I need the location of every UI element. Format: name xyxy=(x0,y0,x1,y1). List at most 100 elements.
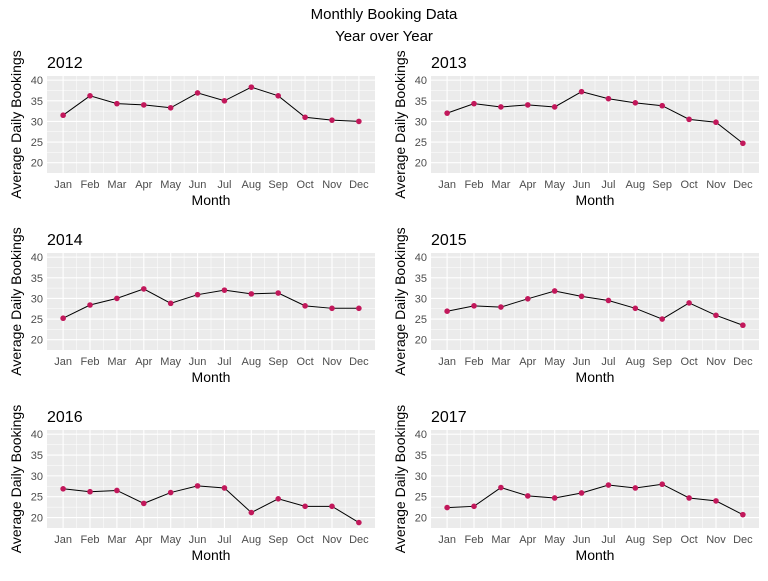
data-point xyxy=(578,88,585,95)
data-point xyxy=(740,511,746,518)
data-point xyxy=(578,293,585,300)
x-tick-label: Sep xyxy=(268,179,288,191)
data-point xyxy=(444,308,450,315)
panel-title: 2016 xyxy=(47,409,83,426)
x-tick-label: Jul xyxy=(601,356,615,368)
x-tick-label: Jul xyxy=(601,179,615,191)
data-point xyxy=(87,93,93,99)
data-point xyxy=(302,503,308,510)
x-tick-label: Dec xyxy=(349,534,369,546)
panel-title: 2015 xyxy=(431,232,467,249)
x-tick-label: Mar xyxy=(491,356,510,368)
x-tick-label: Jul xyxy=(217,534,231,546)
x-tick-label: Sep xyxy=(268,356,288,368)
x-tick-label: Dec xyxy=(733,356,753,368)
data-point xyxy=(194,483,201,489)
data-point xyxy=(524,296,531,302)
y-tick-label: 40 xyxy=(415,252,427,264)
y-tick-label: 25 xyxy=(415,314,427,326)
x-tick-label: Jun xyxy=(573,534,591,546)
y-tick-label: 20 xyxy=(415,513,427,525)
x-tick-label: Sep xyxy=(652,179,672,191)
x-tick-label: Jan xyxy=(54,179,72,191)
panel-2016: 20 25 30 35 40 Jan Feb Mar Apr May Jun Jul Aug Sep Oct… xyxy=(8,405,375,563)
data-point xyxy=(356,118,362,125)
x-tick-label: Jan xyxy=(54,534,72,546)
x-tick-label: Apr xyxy=(519,356,536,368)
series-line xyxy=(447,483,744,516)
x-tick-label: Sep xyxy=(652,356,672,368)
data-point xyxy=(140,500,147,507)
y-axis-title: Average Daily Bookings xyxy=(8,227,24,375)
x-tick-label: Dec xyxy=(733,534,753,546)
data-point xyxy=(605,482,612,488)
y-tick-label: 25 xyxy=(31,314,43,326)
data-point xyxy=(498,484,504,491)
x-tick-label: Apr xyxy=(135,534,152,546)
data-point xyxy=(114,487,120,494)
data-point xyxy=(248,291,255,297)
data-point xyxy=(632,305,639,312)
y-tick-label: 30 xyxy=(415,471,427,483)
x-tick-label: Jan xyxy=(438,179,456,191)
x-tick-label: Nov xyxy=(706,179,726,191)
data-point xyxy=(221,287,228,293)
panel-title: 2017 xyxy=(431,409,467,426)
y-tick-label: 20 xyxy=(31,513,43,525)
data-point xyxy=(248,509,255,516)
y-axis-title: Average Daily Bookings xyxy=(392,227,408,375)
data-point xyxy=(578,490,585,496)
data-point xyxy=(194,90,201,96)
data-point xyxy=(275,496,282,502)
y-tick-label: 40 xyxy=(31,75,43,87)
data-point xyxy=(632,485,639,491)
x-tick-label: Mar xyxy=(107,534,126,546)
y-tick-label: 30 xyxy=(31,293,43,305)
x-tick-label: Jan xyxy=(438,534,456,546)
x-tick-label: Jun xyxy=(189,179,207,191)
x-tick-label: Nov xyxy=(706,356,726,368)
x-tick-label: May xyxy=(160,356,181,368)
x-tick-label: Oct xyxy=(681,534,698,546)
x-tick-label: Aug xyxy=(242,534,262,546)
x-tick-label: Aug xyxy=(626,356,646,368)
data-point xyxy=(551,288,558,294)
data-point xyxy=(140,102,147,108)
data-point xyxy=(329,305,335,312)
x-tick-label: May xyxy=(160,179,181,191)
series-line xyxy=(63,485,360,524)
x-tick-label: Dec xyxy=(349,356,369,368)
x-tick-label: Aug xyxy=(626,179,646,191)
panel-2014: 20 25 30 35 40 Jan Feb Mar Apr May Jun Jul Aug Sep Oct… xyxy=(8,227,375,385)
series-line xyxy=(62,288,359,319)
x-axis-title: Month xyxy=(576,369,615,385)
data-point xyxy=(302,303,308,309)
x-tick-label: Aug xyxy=(626,534,646,546)
y-tick-label: 25 xyxy=(31,137,43,149)
data-point xyxy=(551,104,558,110)
y-axis-title: Average Daily Bookings xyxy=(392,405,408,553)
y-tick-label: 40 xyxy=(31,429,43,441)
x-tick-label: Jul xyxy=(217,356,231,368)
y-tick-label: 40 xyxy=(415,75,427,87)
series-line xyxy=(62,86,359,122)
data-point xyxy=(444,110,450,116)
data-point xyxy=(551,495,558,501)
data-point xyxy=(659,316,666,322)
x-tick-label: Apr xyxy=(519,179,536,191)
x-tick-label: Jul xyxy=(601,534,615,546)
data-point xyxy=(167,489,174,496)
y-tick-label: 35 xyxy=(31,450,43,462)
data-point xyxy=(248,84,255,90)
y-tick-label: 35 xyxy=(31,273,43,285)
x-tick-label: May xyxy=(544,534,565,546)
x-tick-label: Dec xyxy=(349,179,369,191)
x-tick-label: Aug xyxy=(242,356,262,368)
data-point xyxy=(605,95,612,102)
data-point xyxy=(498,304,504,310)
x-tick-label: Apr xyxy=(135,179,152,191)
x-tick-label: Jun xyxy=(189,534,207,546)
y-tick-label: 40 xyxy=(415,429,427,441)
data-point xyxy=(167,300,174,307)
